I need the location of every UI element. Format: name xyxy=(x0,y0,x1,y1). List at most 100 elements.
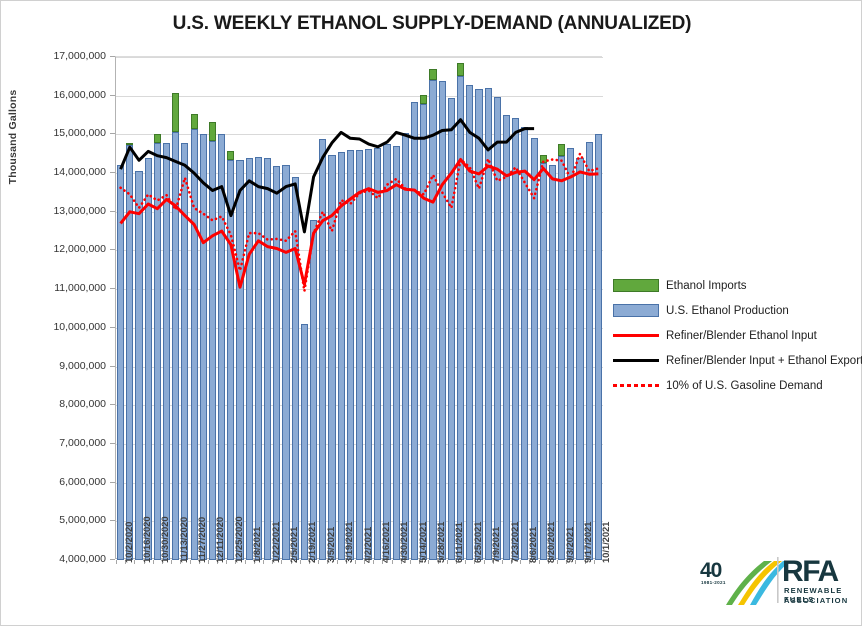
legend-key-icon xyxy=(613,354,659,367)
line-10-of-u-s-gasoline-demand xyxy=(119,152,600,293)
bar-production xyxy=(245,157,253,560)
line-refiner-blender-input-ethanol-exports xyxy=(119,118,535,234)
bar-production xyxy=(181,142,189,560)
y-tick-mark xyxy=(110,442,115,444)
legend-item[interactable]: U.S. Ethanol Production xyxy=(613,298,859,323)
bar-production xyxy=(475,88,483,560)
y-tick-mark xyxy=(110,172,115,174)
legend-item[interactable]: 10% of U.S. Gasoline Demand xyxy=(613,373,859,398)
gridline xyxy=(116,95,603,97)
x-tick-mark xyxy=(253,560,255,564)
x-tick-mark xyxy=(474,560,476,564)
x-tick-label: 2/5/2021 xyxy=(288,526,300,563)
legend-swatch xyxy=(613,279,659,292)
bar-production xyxy=(374,147,382,560)
y-tick-mark xyxy=(110,249,115,251)
x-tick-mark xyxy=(455,560,457,564)
x-tick-mark xyxy=(171,560,173,564)
x-tick-label: 8/6/2021 xyxy=(527,526,539,563)
y-tick-mark xyxy=(110,56,115,57)
bar-production xyxy=(254,156,262,560)
x-tick-mark xyxy=(428,560,430,564)
bar-imports xyxy=(190,114,198,130)
bar-production xyxy=(365,149,373,560)
bar-production xyxy=(346,149,354,560)
bar-imports xyxy=(456,62,465,76)
legend-item[interactable]: Ethanol Imports xyxy=(613,273,859,298)
y-tick-mark xyxy=(110,365,115,367)
y-tick-mark xyxy=(110,288,115,290)
plot-area xyxy=(115,56,603,564)
legend-label: Refiner/Blender Input + Ethanol Exports xyxy=(666,354,862,367)
bar-production xyxy=(162,142,171,560)
chart-legend: Ethanol Imports U.S. Ethanol Production Re… xyxy=(613,273,862,398)
x-tick-label: 5/14/2021 xyxy=(417,521,429,563)
x-tick-label: 6/11/2021 xyxy=(454,522,466,563)
bar-production xyxy=(190,129,198,560)
x-tick-mark xyxy=(143,560,145,564)
legend-key-icon xyxy=(613,304,659,317)
x-tick-mark xyxy=(198,560,200,564)
x-tick-mark xyxy=(419,560,421,564)
x-tick-mark xyxy=(354,560,356,564)
y-tick-mark xyxy=(110,520,115,522)
x-tick-label: 4/16/2021 xyxy=(380,521,392,563)
x-tick-label: 7/9/2021 xyxy=(491,526,503,563)
x-tick-label: 4/30/2021 xyxy=(399,521,411,563)
bar-production xyxy=(585,142,593,560)
bar-production xyxy=(273,166,281,560)
bar-imports xyxy=(126,142,134,146)
x-tick-mark xyxy=(318,560,320,564)
legend-item[interactable]: Refiner/Blender Input + Ethanol Exports xyxy=(613,348,862,373)
x-tick-mark xyxy=(161,560,163,564)
y-tick-label: 11,000,000 xyxy=(54,282,106,295)
legend-key-icon xyxy=(613,329,659,342)
x-tick-mark xyxy=(575,560,577,564)
bar-production xyxy=(282,164,290,560)
x-tick-mark xyxy=(529,560,531,564)
x-tick-label: 10/2/2020 xyxy=(123,521,135,563)
x-tick-mark xyxy=(134,560,136,564)
x-tick-mark xyxy=(336,560,338,564)
logo-years: 1981-2021 xyxy=(701,580,726,585)
x-tick-label: 11/27/2020 xyxy=(197,516,209,563)
y-tick-label: 10,000,000 xyxy=(53,320,106,333)
y-tick-mark xyxy=(110,94,115,96)
line-series xyxy=(119,118,600,293)
y-tick-label: 14,000,000 xyxy=(53,166,106,179)
logo-subtitle-line2: ASSOCIATION xyxy=(784,596,849,605)
bar-imports xyxy=(208,122,217,142)
x-tick-mark xyxy=(520,560,522,564)
y-tick-label: 6,000,000 xyxy=(59,475,106,488)
legend-item[interactable]: Refiner/Blender Ethanol Input xyxy=(613,323,859,348)
x-tick-label: 5/28/2021 xyxy=(436,521,447,563)
bar-production xyxy=(548,165,557,560)
x-tick-mark xyxy=(327,560,329,564)
bar-production xyxy=(135,171,143,560)
y-tick-label: 5,000,000 xyxy=(59,514,106,527)
bar-imports xyxy=(558,143,566,156)
x-tick-label: 12/25/2020 xyxy=(233,516,245,563)
x-tick-label: 1/22/2021 xyxy=(270,521,282,563)
x-tick-mark xyxy=(217,560,219,564)
logo-swoosh-icon xyxy=(726,557,790,605)
x-tick-mark xyxy=(566,560,568,564)
bar-production xyxy=(392,145,400,560)
bar-production xyxy=(484,87,492,560)
bar-production xyxy=(264,157,272,560)
x-tick-mark xyxy=(345,560,347,564)
x-tick-mark xyxy=(400,560,402,564)
legend-swatch xyxy=(613,304,659,317)
legend-key-icon xyxy=(613,279,659,292)
x-tick-label: 9/17/2021 xyxy=(583,521,595,563)
bar-production xyxy=(502,115,511,560)
bar-imports xyxy=(227,150,235,160)
bar-production xyxy=(172,132,180,560)
bar-production xyxy=(309,219,318,560)
x-tick-mark xyxy=(226,560,228,564)
y-tick-mark xyxy=(110,326,115,328)
x-tick-mark xyxy=(152,560,154,564)
logo-subtitle-line1: RENEWABLE FUELS xyxy=(784,586,843,604)
bar-imports xyxy=(420,94,428,104)
bar-production xyxy=(411,102,419,560)
